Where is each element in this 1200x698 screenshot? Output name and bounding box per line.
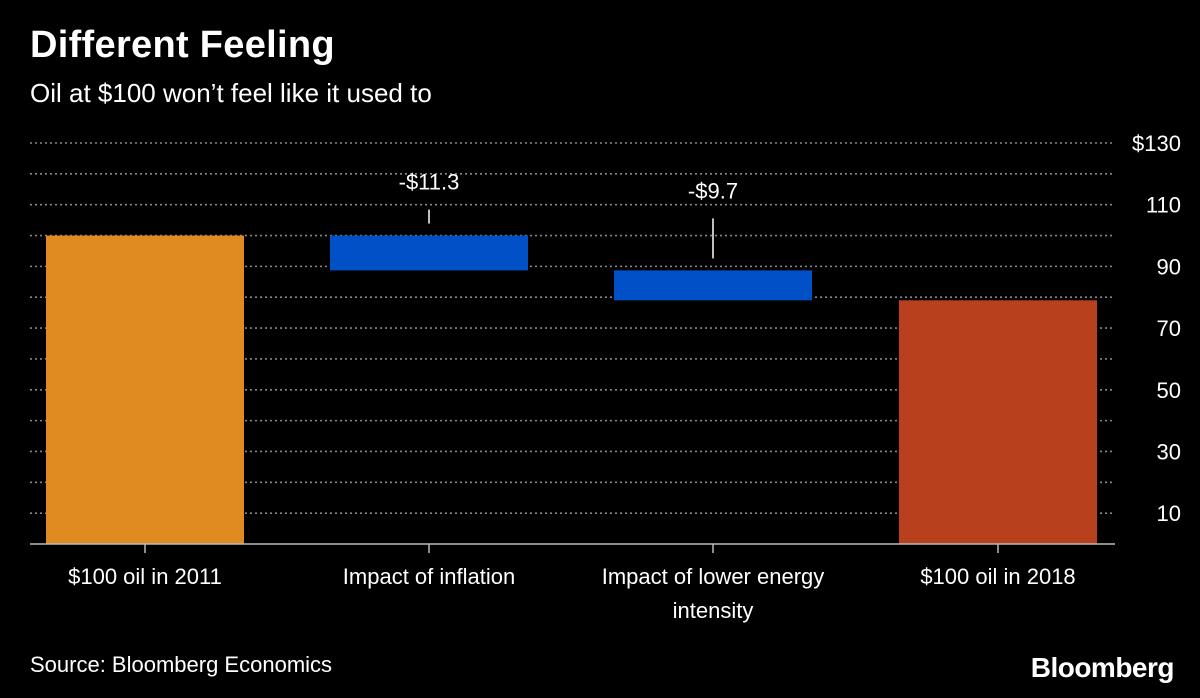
decrease-bar <box>614 270 812 301</box>
x-category-label: $100 oil in 2011 <box>68 564 222 589</box>
y-tick-label: 70 <box>1157 316 1181 341</box>
total-bar <box>899 300 1097 544</box>
y-tick-label: 110 <box>1146 193 1181 218</box>
chart-subtitle: Oil at $100 won’t feel like it used to <box>30 78 432 108</box>
x-category-label: Impact of inflation <box>343 564 515 589</box>
y-tick-label: 90 <box>1157 254 1181 279</box>
data-label: -$9.7 <box>688 178 738 203</box>
data-label: -$11.3 <box>399 170 460 195</box>
decrease-bar <box>330 235 528 271</box>
y-tick-label: 50 <box>1157 378 1181 403</box>
total-bar <box>46 235 244 545</box>
bloomberg-logo: Bloomberg <box>1030 652 1175 683</box>
y-tick-label: 30 <box>1157 439 1181 464</box>
y-tick-label: 10 <box>1157 501 1181 526</box>
x-category-label: Impact of lower energy <box>602 564 825 589</box>
x-category-label: $100 oil in 2018 <box>920 564 1075 589</box>
chart-title: Different Feeling <box>30 24 335 66</box>
source-note: Source: Bloomberg Economics <box>30 652 333 677</box>
x-category-label: intensity <box>673 598 754 623</box>
y-tick-label: $130 <box>1132 131 1181 156</box>
